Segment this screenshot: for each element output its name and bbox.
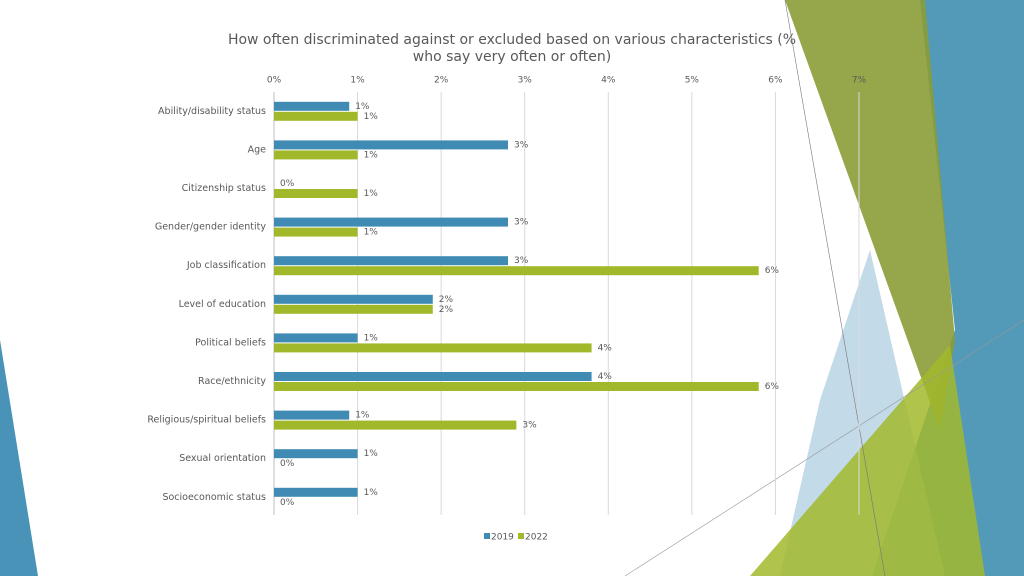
decor-shape bbox=[872, 0, 1024, 576]
bar bbox=[274, 227, 358, 237]
bar bbox=[274, 420, 517, 430]
legend-swatch bbox=[484, 533, 490, 539]
bar bbox=[274, 449, 358, 459]
value-label: 4% bbox=[598, 343, 613, 353]
value-label: 0% bbox=[280, 459, 295, 469]
value-label: 1% bbox=[364, 333, 379, 343]
value-label: 0% bbox=[280, 179, 295, 189]
value-label: 6% bbox=[765, 382, 780, 392]
bar bbox=[274, 140, 508, 150]
decor-shape bbox=[785, 0, 955, 430]
value-label: 6% bbox=[765, 266, 780, 276]
x-tick-label: 4% bbox=[601, 76, 616, 86]
y-tick-label: Religious/spiritual beliefs bbox=[147, 415, 266, 426]
value-label: 3% bbox=[522, 421, 537, 431]
value-label: 1% bbox=[364, 150, 379, 160]
bar bbox=[274, 150, 358, 160]
bar bbox=[274, 256, 508, 266]
value-label: 1% bbox=[364, 228, 379, 238]
x-tick-label: 7% bbox=[852, 76, 867, 86]
bar bbox=[274, 382, 759, 391]
y-tick-label: Socioeconomic status bbox=[162, 492, 266, 503]
value-label: 3% bbox=[514, 140, 529, 150]
bar bbox=[274, 487, 358, 497]
bar bbox=[274, 189, 358, 198]
y-tick-label: Age bbox=[248, 144, 267, 155]
value-label: 1% bbox=[364, 449, 379, 459]
y-tick-label: Citizenship status bbox=[182, 183, 266, 194]
bar bbox=[274, 217, 508, 227]
x-tick-label: 6% bbox=[768, 76, 783, 86]
bar bbox=[274, 372, 592, 381]
bar bbox=[274, 111, 358, 121]
value-label: 1% bbox=[364, 488, 379, 498]
y-tick-label: Race/ethnicity bbox=[198, 376, 266, 387]
bar bbox=[274, 333, 358, 343]
value-label: 1% bbox=[364, 189, 379, 199]
decor-shape bbox=[750, 345, 985, 576]
value-label: 1% bbox=[364, 112, 379, 122]
y-tick-label: Gender/gender identity bbox=[155, 222, 267, 233]
decor-shape bbox=[0, 340, 38, 576]
y-tick-label: Ability/disability status bbox=[158, 106, 266, 117]
decor-line bbox=[784, 0, 886, 576]
value-label: 1% bbox=[355, 102, 370, 112]
bar bbox=[274, 101, 350, 111]
value-label: 2% bbox=[439, 295, 454, 305]
legend-label: 2019 bbox=[491, 533, 514, 543]
legend-label: 2022 bbox=[525, 533, 548, 543]
y-tick-label: Level of education bbox=[179, 299, 266, 310]
value-label: 3% bbox=[514, 218, 529, 228]
bar bbox=[274, 304, 433, 314]
value-label: 3% bbox=[514, 256, 529, 266]
value-label: 1% bbox=[355, 411, 370, 421]
legend-swatch bbox=[518, 533, 524, 539]
y-tick-label: Political beliefs bbox=[195, 337, 266, 348]
x-tick-label: 2% bbox=[434, 76, 449, 86]
x-tick-label: 5% bbox=[685, 76, 700, 86]
value-label: 4% bbox=[598, 372, 613, 382]
bar bbox=[274, 294, 433, 304]
x-tick-label: 3% bbox=[518, 76, 533, 86]
bar bbox=[274, 410, 350, 420]
bar bbox=[274, 266, 759, 276]
y-tick-label: Sexual orientation bbox=[179, 453, 266, 464]
value-label: 0% bbox=[280, 498, 295, 508]
decor-line bbox=[624, 319, 1024, 576]
value-label: 2% bbox=[439, 305, 454, 315]
chart-title: How often discriminated against or exclu… bbox=[227, 32, 797, 65]
x-tick-label: 1% bbox=[350, 76, 365, 86]
x-tick-label: 0% bbox=[267, 76, 282, 86]
bar bbox=[274, 343, 592, 353]
y-tick-label: Job classification bbox=[186, 260, 266, 271]
